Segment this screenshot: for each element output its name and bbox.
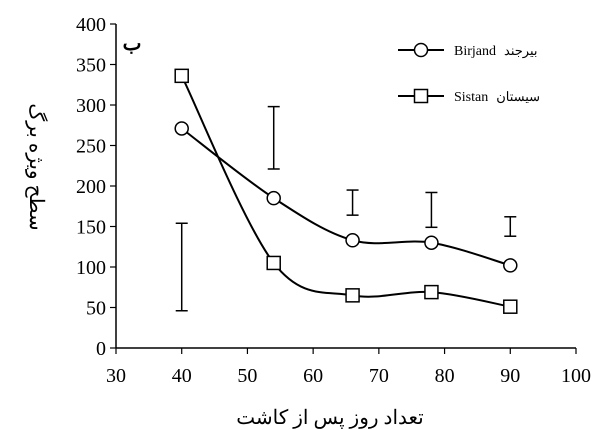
data-point-sistan: [267, 256, 280, 269]
y-tick-label: 100: [76, 257, 106, 279]
legend-marker-birjand: [415, 44, 428, 57]
data-point-birjand: [175, 122, 188, 135]
data-point-sistan: [175, 69, 188, 82]
legend-label-latin: Birjand: [454, 44, 496, 59]
data-point-birjand: [346, 234, 359, 247]
data-point-sistan: [346, 289, 359, 302]
y-axis-title: سطح ویژه برگ: [25, 103, 48, 230]
y-tick-label: 150: [76, 217, 106, 239]
x-tick-label: 50: [237, 365, 257, 387]
legend-marker-sistan: [415, 90, 428, 103]
y-tick-label: 0: [96, 338, 106, 360]
x-tick-label: 90: [500, 365, 520, 387]
legend-label-latin: Sistan: [454, 90, 488, 105]
x-tick-label: 30: [106, 365, 126, 387]
series-group: [175, 69, 517, 313]
y-tick-label: 300: [76, 95, 106, 117]
x-tick-label: 80: [435, 365, 455, 387]
data-point-sistan: [504, 300, 517, 313]
series-line-sistan: [182, 76, 511, 307]
data-point-birjand: [504, 259, 517, 272]
legend-label-birjand: Birjand بیرجند: [454, 43, 538, 59]
y-tick-label: 50: [86, 298, 106, 320]
x-tick-label: 70: [369, 365, 389, 387]
legend: Birjand بیرجند Sistan سیستان: [398, 43, 540, 105]
x-tick-label: 60: [303, 365, 323, 387]
data-point-sistan: [425, 286, 438, 299]
x-tick-label: 100: [561, 365, 591, 387]
legend-label-persian: سیستان: [496, 89, 540, 104]
error-bars: [176, 107, 517, 311]
y-tick-label: 250: [76, 136, 106, 158]
ticks: 0 50 100 150 200 250 300 350 400 30 40 50 60 70 80 90 10…: [76, 14, 591, 387]
panel-label: ب: [123, 33, 142, 55]
x-tick-label: 40: [172, 365, 192, 387]
legend-label-persian: بیرجند: [504, 43, 538, 59]
y-tick-label: 350: [76, 55, 106, 77]
data-point-birjand: [425, 236, 438, 249]
data-point-birjand: [267, 192, 280, 205]
legend-label-sistan: Sistan سیستان: [454, 89, 540, 105]
y-tick-label: 400: [76, 14, 106, 36]
y-tick-label: 200: [76, 176, 106, 198]
series-line-birjand: [182, 128, 511, 265]
x-axis-title: تعداد روز پس از کاشت: [236, 407, 423, 429]
